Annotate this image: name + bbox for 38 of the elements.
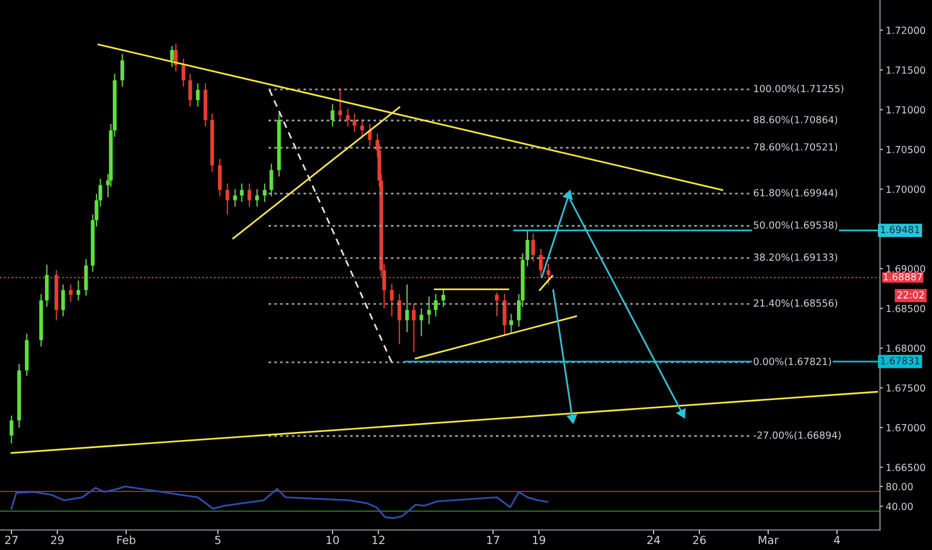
x-tick-label: 19 bbox=[533, 536, 546, 544]
y-tick-label: 1.68000 bbox=[886, 344, 926, 352]
x-tick-label: 5 bbox=[215, 536, 220, 544]
x-tick-label: 17 bbox=[487, 536, 500, 544]
x-tick-label: 26 bbox=[693, 536, 706, 544]
series-label: 50.00%(1.69538) bbox=[754, 221, 838, 230]
y-tick-label: 1.67500 bbox=[886, 384, 926, 392]
annotation: 1.69481 bbox=[880, 226, 920, 234]
y-tick-label: 1.66500 bbox=[886, 464, 926, 472]
series-label: 78.60%(1.70521) bbox=[754, 143, 838, 152]
y-tick-label: 1.70500 bbox=[886, 146, 926, 154]
y-tick-label: 1.72000 bbox=[886, 26, 926, 34]
annotation: 1.67831 bbox=[880, 356, 920, 364]
x-tick-label: 4 bbox=[834, 536, 840, 544]
series-label: 100.00%(1.71255) bbox=[754, 84, 844, 94]
ref-line-label: 1.68887 bbox=[884, 273, 922, 280]
x-tick-label: 10 bbox=[326, 536, 339, 544]
text: 22:02 bbox=[897, 291, 924, 298]
series-label: 21.40%(1.68556) bbox=[754, 299, 838, 308]
y-tick-label: 1.71500 bbox=[886, 66, 926, 74]
series-label: 88.60%(1.70864) bbox=[754, 116, 838, 124]
y-tick-label: 1.70000 bbox=[886, 186, 926, 193]
x-tick-label: 29 bbox=[51, 536, 64, 544]
x-tick-label: 24 bbox=[647, 536, 660, 544]
y-tick-label: 80.00 bbox=[886, 482, 913, 490]
series-label: 38.20%(1.69133) bbox=[754, 253, 838, 262]
x-tick-label: 27 bbox=[5, 536, 18, 544]
y-tick-label: 1.68500 bbox=[886, 304, 926, 312]
y-tick-label: 1.69000 bbox=[886, 265, 926, 272]
y-tick-label: 40.00 bbox=[886, 502, 913, 510]
x-tick-label: Feb bbox=[117, 536, 136, 544]
y-tick-label: 1.67000 bbox=[886, 424, 926, 432]
x-tick-label: 12 bbox=[372, 536, 384, 544]
x-tick-label: Mar bbox=[758, 536, 779, 544]
series-label: -27.00%(1.66894) bbox=[754, 431, 841, 440]
series-label: 0.00%(1.67821) bbox=[754, 358, 831, 366]
y-tick-label: 1.71000 bbox=[886, 106, 926, 114]
series-label: 61.80%(1.69944) bbox=[754, 188, 838, 198]
